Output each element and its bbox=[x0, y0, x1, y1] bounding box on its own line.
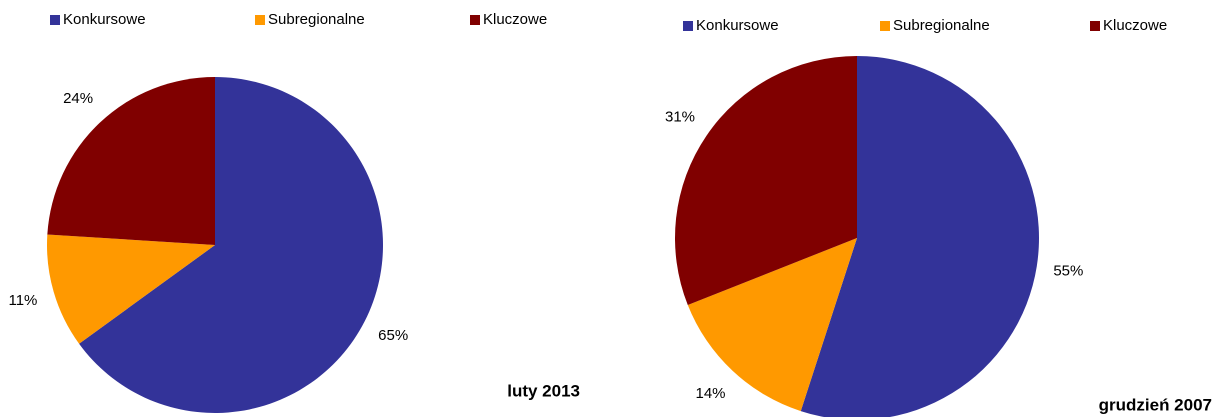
legend-swatch bbox=[683, 21, 693, 31]
data-label: 31% bbox=[665, 109, 695, 126]
data-label: 24% bbox=[63, 90, 93, 107]
legend-label: Konkursowe bbox=[696, 17, 779, 34]
legend-label: Subregionalne bbox=[268, 11, 365, 28]
legend-swatch bbox=[470, 15, 480, 25]
legend-swatch bbox=[1090, 21, 1100, 31]
legend-swatch bbox=[255, 15, 265, 25]
pie-slice bbox=[46, 234, 215, 344]
pie-slice bbox=[47, 77, 215, 245]
legend-label: Konkursowe bbox=[63, 11, 146, 28]
pie-slice bbox=[687, 238, 857, 412]
data-label: 14% bbox=[695, 385, 725, 402]
chart-title: luty 2013 bbox=[507, 381, 580, 400]
legend-label: Kluczowe bbox=[1103, 17, 1167, 34]
data-label: 65% bbox=[378, 327, 408, 344]
legend-swatch bbox=[50, 15, 60, 25]
legend-label: Subregionalne bbox=[893, 17, 990, 34]
data-label: 55% bbox=[1053, 262, 1083, 279]
legend-swatch bbox=[880, 21, 890, 31]
pie-slice bbox=[800, 56, 1039, 417]
data-label: 11% bbox=[8, 292, 37, 309]
chart-title: grudzień 2007 bbox=[1099, 395, 1212, 414]
pie-slice bbox=[675, 56, 857, 305]
legend-label: Kluczowe bbox=[483, 11, 547, 28]
pie-slice bbox=[79, 77, 383, 413]
